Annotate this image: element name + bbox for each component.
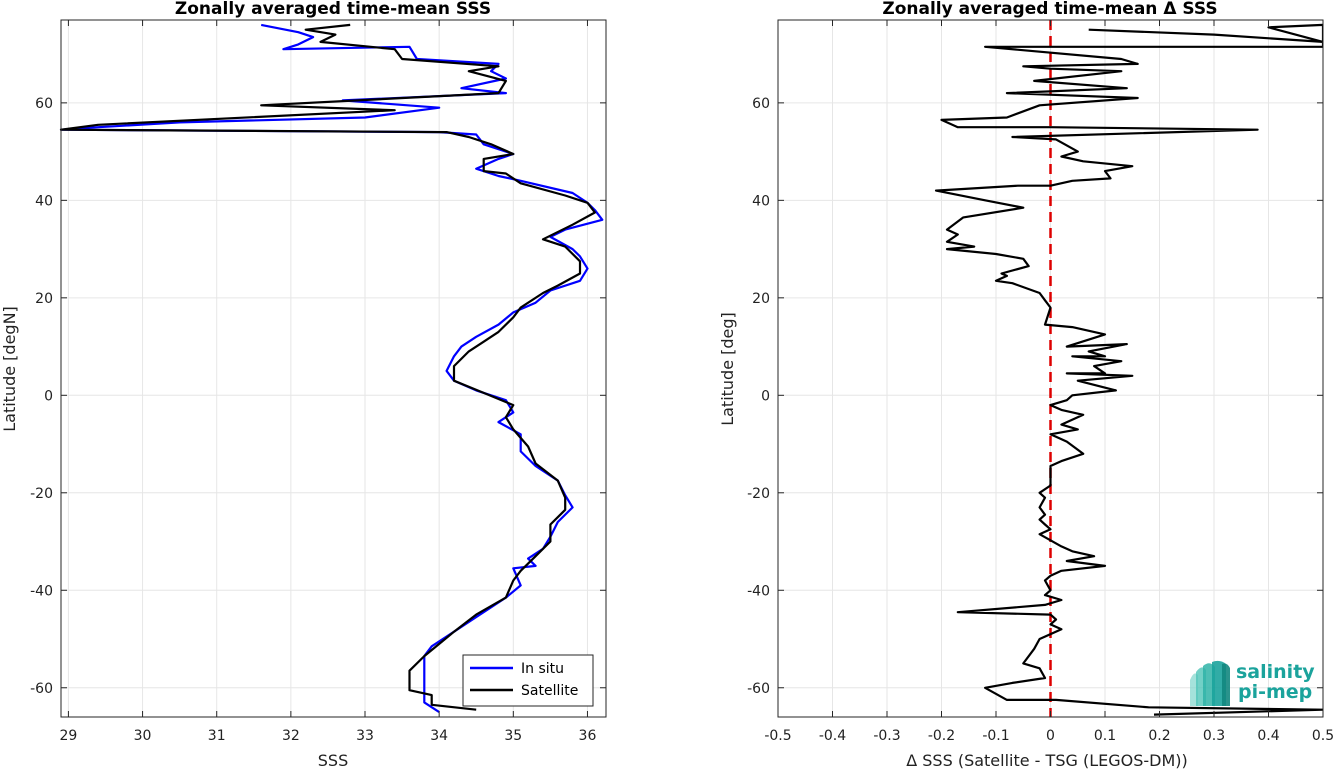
- y-tick-label: 20: [752, 291, 770, 307]
- delta-sss-chart: -0.5 -0.4 -0.3 -0.2 -0.1 0 0.1 0.2 0.3 0.4 0.5 -60 -…: [718, 0, 1336, 769]
- axes-box: [60, 19, 607, 718]
- logo-wave-icon: [1190, 660, 1230, 706]
- plot-clip-mask: [1323, 0, 1336, 769]
- y-tick-label: 0: [44, 388, 53, 404]
- y-axis-label: Latitude [degN]: [0, 306, 19, 432]
- plot-clip-mask: [606, 0, 777, 769]
- x-tick-label: 31: [208, 728, 226, 744]
- sss-chart: 29 30 31 32 33 34 35 36 -60 -40 -20 0 20 40 60 Zonally …: [0, 0, 777, 769]
- x-tick-label: -0.2: [928, 728, 955, 744]
- x-tick-label: 0: [1046, 728, 1055, 744]
- x-tick-label: 35: [504, 728, 522, 744]
- chart-title: Zonally averaged time-mean Δ SSS: [882, 0, 1217, 19]
- y-tick-label: 40: [752, 193, 770, 209]
- x-tick-label: 36: [579, 728, 597, 744]
- logo-line1: salinity: [1236, 661, 1315, 683]
- y-tick-label: -20: [30, 486, 53, 502]
- x-tick-label: 34: [430, 728, 448, 744]
- x-tick-label: 30: [134, 728, 152, 744]
- y-axis-label: Latitude [deg]: [718, 312, 737, 426]
- legend-in-situ-label: In situ: [521, 661, 564, 677]
- legend: In situ Satellite: [462, 654, 594, 707]
- y-tick-label: 60: [35, 96, 53, 112]
- satellite-line: [59, 23, 596, 711]
- y-tick-label: 0: [761, 388, 770, 404]
- x-tick-label: -0.3: [873, 728, 900, 744]
- x-tick-label: -0.4: [819, 728, 846, 744]
- legend-satellite-label: Satellite: [521, 683, 578, 699]
- x-tick-label: 0.3: [1203, 728, 1225, 744]
- y-tick-label: -40: [30, 583, 53, 599]
- y-tick-label: 60: [752, 96, 770, 112]
- y-tick-label: -20: [747, 486, 770, 502]
- legend-box: [462, 654, 594, 707]
- chart-title: Zonally averaged time-mean SSS: [175, 0, 491, 19]
- y-tick-label: -60: [30, 681, 53, 697]
- x-tick-label: 29: [60, 728, 78, 744]
- x-tick-label: 32: [282, 728, 300, 744]
- y-tick-label: -60: [747, 681, 770, 697]
- x-tick-label: 0.5: [1312, 728, 1334, 744]
- series-0-line: [934, 23, 1325, 716]
- x-tick-label: 33: [356, 728, 374, 744]
- y-tick-label: 40: [35, 193, 53, 209]
- x-tick-label: -0.1: [982, 728, 1009, 744]
- x-tick-label: 0.4: [1257, 728, 1279, 744]
- x-axis-label: SSS: [318, 751, 348, 769]
- logo-line2: pi-mep: [1238, 681, 1312, 703]
- x-tick-label: 0.1: [1094, 728, 1116, 744]
- y-tick-label: 20: [35, 291, 53, 307]
- y-tick-label: -40: [747, 583, 770, 599]
- x-tick-label: -0.5: [764, 728, 791, 744]
- x-tick-label: 0.2: [1148, 728, 1170, 744]
- salinity-pi-mep-logo: salinity pi-mep: [1190, 660, 1315, 706]
- x-axis-label: Δ SSS (Satellite - TSG (LEGOS-DM)): [906, 751, 1188, 769]
